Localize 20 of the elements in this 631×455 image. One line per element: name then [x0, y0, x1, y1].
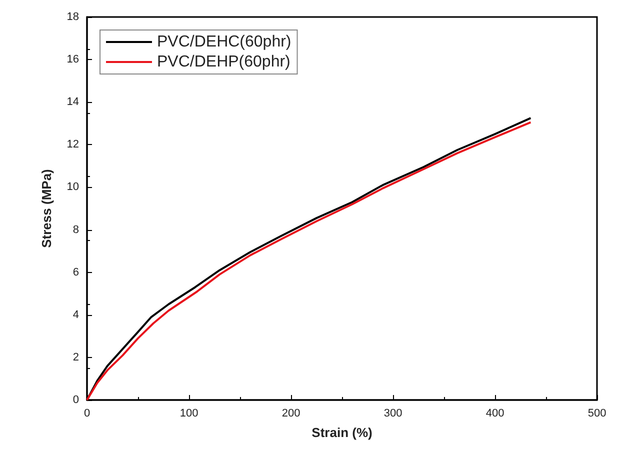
y-tick-label: 18: [66, 11, 79, 23]
y-tick-label: 6: [72, 266, 79, 278]
legend-label: PVC/DEHC(60phr): [157, 34, 292, 50]
y-tick-label: 2: [72, 351, 79, 364]
y-tick-label: 12: [66, 138, 79, 151]
y-tick-label: 10: [66, 181, 79, 194]
y-tick-label: 0: [72, 394, 79, 406]
x-tick-label: 100: [180, 408, 198, 420]
y-tick-label: 8: [72, 224, 79, 236]
x-tick-label: 500: [588, 408, 606, 420]
y-tick-label: 4: [72, 308, 79, 321]
legend-label: PVC/DEHP(60phr): [157, 54, 290, 70]
y-axis-title: Stress (MPa): [39, 169, 54, 248]
y-tick-label: 14: [66, 96, 79, 108]
x-tick-label: 300: [384, 408, 402, 420]
x-tick-label: 400: [486, 408, 504, 420]
y-tick-label: 16: [66, 54, 79, 66]
x-tick-label: 0: [84, 408, 90, 420]
x-tick-label: 200: [282, 408, 300, 420]
x-axis-title: Strain (%): [312, 425, 372, 440]
